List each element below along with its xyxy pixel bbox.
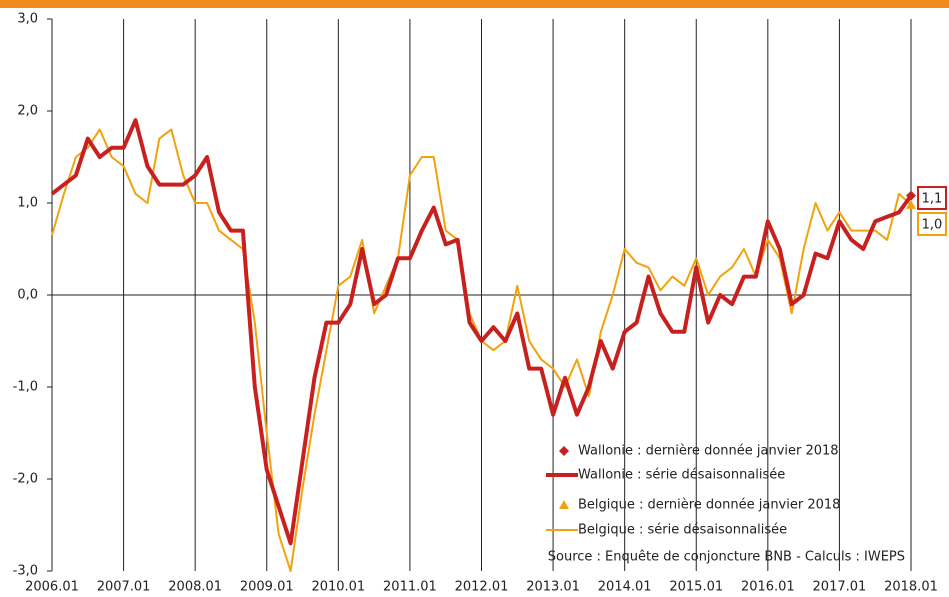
marker-triangle [906, 199, 916, 209]
x-tick-label: 2018.01 [884, 580, 938, 595]
legend-marker [559, 446, 569, 456]
marker-diamond [906, 190, 916, 201]
x-tick-label: 2011.01 [383, 580, 437, 595]
x-tick-label: 2010.01 [311, 580, 365, 595]
x-tick-label: 2007.01 [97, 580, 151, 595]
series-line [50, 118, 913, 546]
value-label-box [917, 212, 947, 236]
legend-label: Belgique : dernière donnée janvier 2018 [578, 498, 840, 513]
value-label: 1,1 [922, 192, 943, 207]
x-tick-label: 2017.01 [813, 580, 867, 595]
legend-label: Belgique : série désaisonnalisée [578, 523, 787, 538]
x-tick-label: 2016.01 [741, 580, 795, 595]
legend-label: Wallonie : série désaisonnalisée [578, 468, 785, 483]
source-note: Source : Enquête de conjoncture BNB - Ca… [548, 550, 905, 565]
y-tick-label: 1,0 [17, 196, 38, 211]
x-tick-label: 2008.01 [168, 580, 222, 595]
y-tick-label: -1,0 [13, 380, 38, 395]
top-bar [0, 0, 949, 8]
y-tick-label: 0,0 [17, 288, 38, 303]
y-tick-label: -3,0 [13, 564, 38, 579]
y-tick-label: 2,0 [17, 104, 38, 119]
y-tick-label: 3,0 [17, 12, 38, 27]
legend-marker [559, 500, 569, 509]
x-tick-label: 2009.01 [240, 580, 294, 595]
legend-label: Wallonie : dernière donnée janvier 2018 [578, 444, 839, 459]
x-tick-label: 2014.01 [598, 580, 652, 595]
x-tick-label: 2013.01 [526, 580, 580, 595]
x-tick-label: 2006.01 [25, 580, 79, 595]
value-label-box [917, 186, 947, 210]
x-tick-label: 2012.01 [455, 580, 509, 595]
value-label: 1,0 [922, 218, 943, 233]
x-tick-label: 2015.01 [669, 580, 723, 595]
y-tick-label: -2,0 [13, 472, 38, 487]
